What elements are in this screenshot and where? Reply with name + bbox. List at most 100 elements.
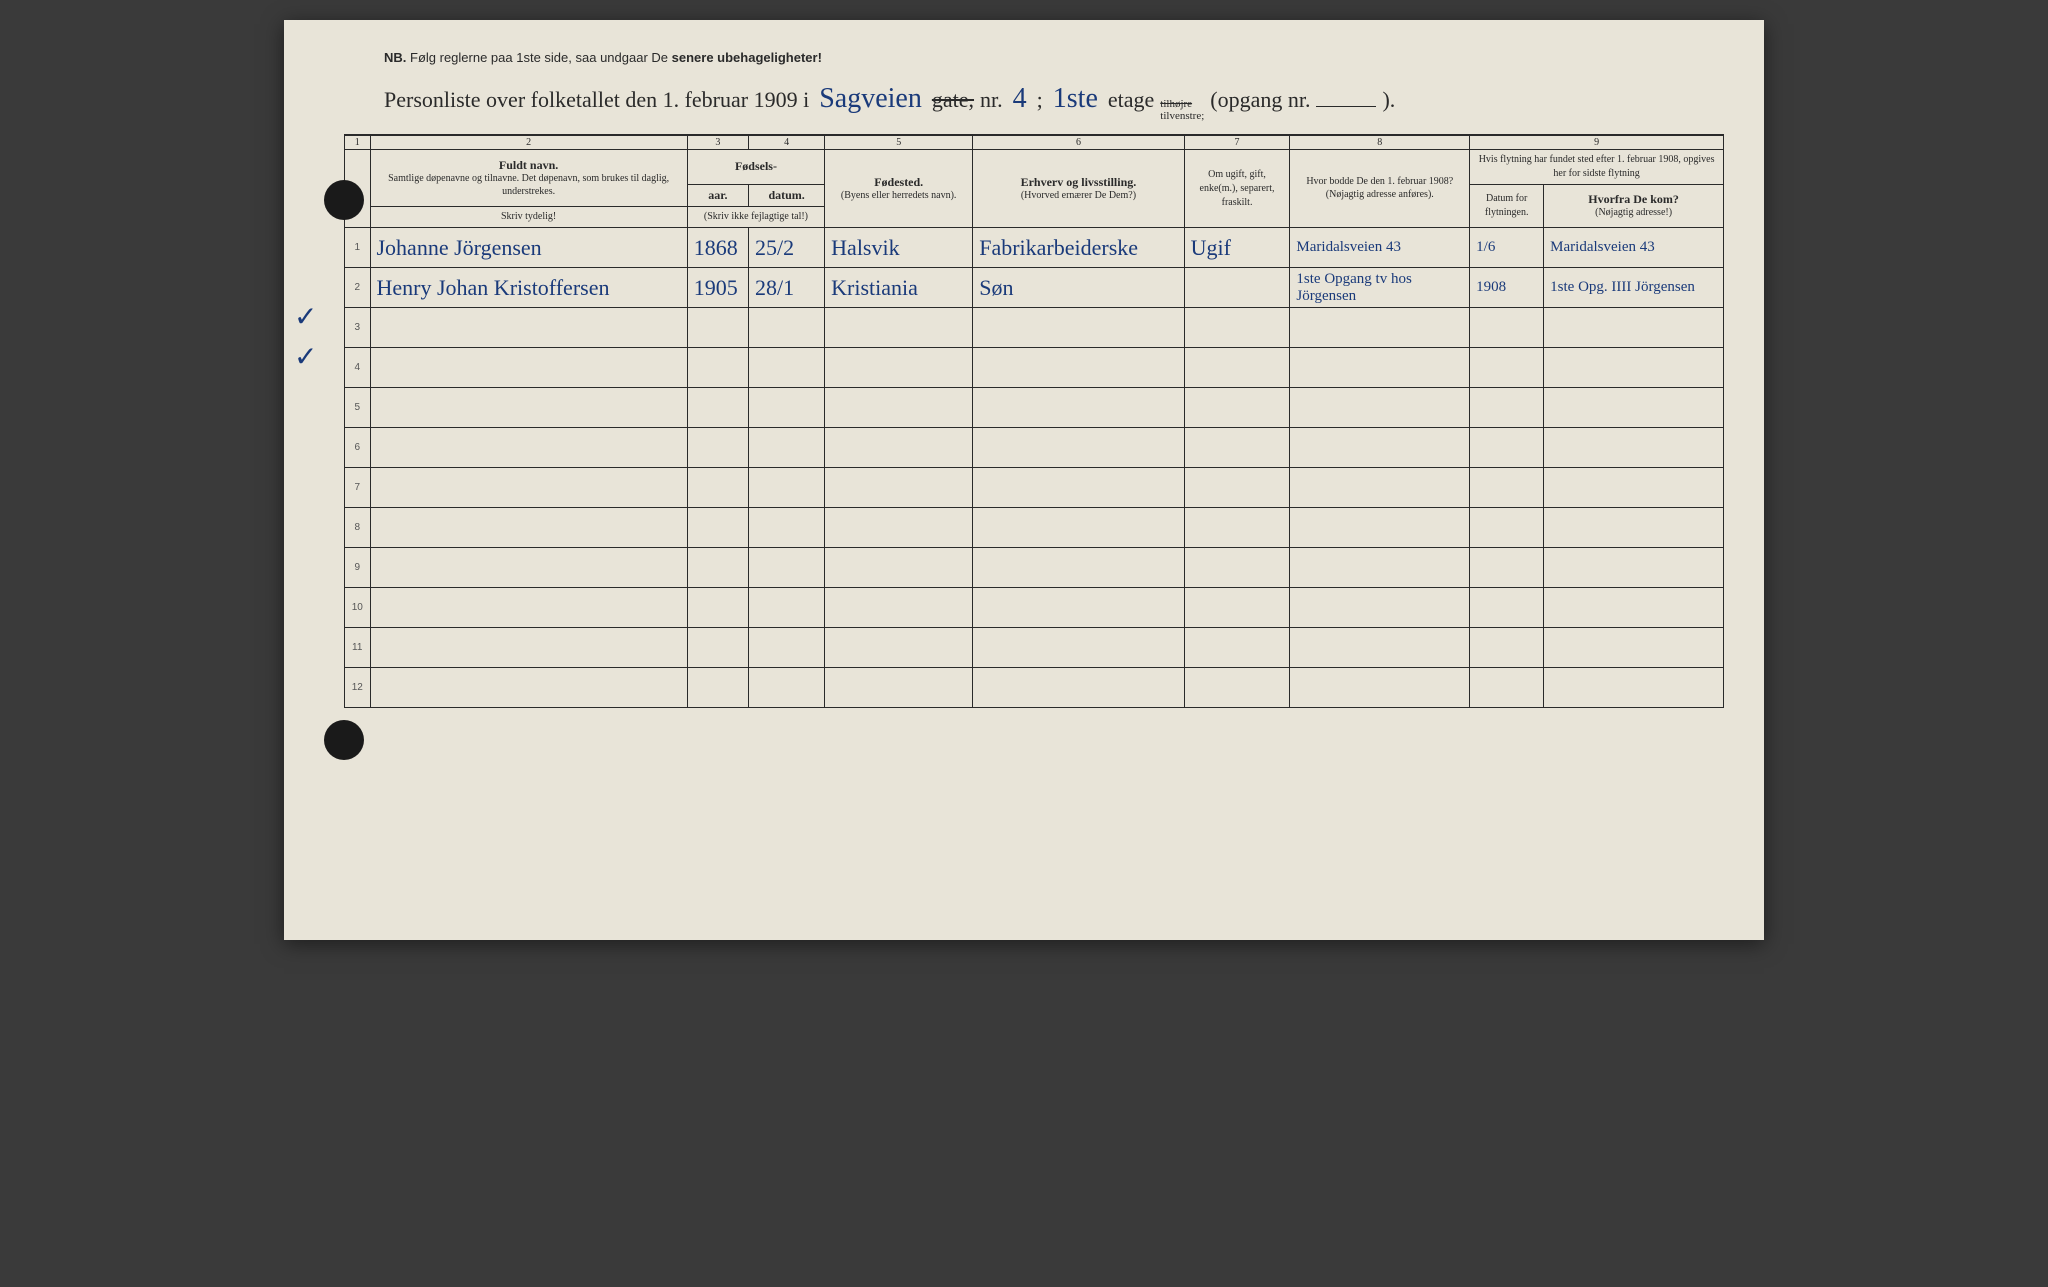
cell-empty [370,668,687,708]
cell-empty [973,668,1184,708]
cell-marital: Ugif [1184,228,1290,268]
cell-empty [1544,588,1724,628]
cell-empty [1184,588,1290,628]
cell-empty [687,388,748,428]
cell-empty [1290,348,1470,388]
row-number: 9 [345,548,371,588]
row-number: 2 [345,268,371,308]
gate-struck: gate, [932,87,974,113]
cell-movefrom: Maridalsveien 43 [1544,228,1724,268]
header-movedate-text: Datum for flytningen. [1485,193,1529,218]
cell-empty [825,468,973,508]
cell-empty [1290,508,1470,548]
cell-empty [973,628,1184,668]
cell-empty [973,348,1184,388]
row-number: 6 [345,428,371,468]
header-addr1908-sub: (Nøjagtig adresse anføres). [1294,189,1465,202]
header-addr1908: Hvor bodde De den 1. februar 1908? (Nøja… [1290,150,1470,228]
cell-birthplace: Kristiania [825,268,973,308]
cell-empty [749,348,825,388]
colnum-3: 3 [687,135,748,150]
cell-date: 25/2 [749,228,825,268]
cell-name: Johanne Jörgensen [370,228,687,268]
header-name-note-text: Skriv tydelig! [501,211,556,222]
table-row: 11 [345,628,1724,668]
margin-check-1: ✓ [294,300,317,334]
margin-check-2: ✓ [294,340,317,374]
row-number: 11 [345,628,371,668]
cell-empty [1544,468,1724,508]
punch-hole-icon [324,720,364,760]
cell-empty [1470,308,1544,348]
nb-notice: NB. Følg reglerne paa 1ste side, saa und… [384,50,1724,65]
header-year-text: aar. [708,188,727,202]
cell-empty [1290,628,1470,668]
cell-empty [1470,348,1544,388]
colnum-6: 6 [973,135,1184,150]
header-date: datum. [749,184,825,207]
punch-hole-icon [324,180,364,220]
cell-empty [825,428,973,468]
cell-year: 1868 [687,228,748,268]
cell-empty [1290,668,1470,708]
cell-empty [825,508,973,548]
table-row: 10 [345,588,1724,628]
cell-empty [825,388,973,428]
cell-empty [370,428,687,468]
cell-empty [1184,428,1290,468]
cell-occupation: Fabrikarbeiderske [973,228,1184,268]
header-addr1908-main: Hvor bodde De den 1. februar 1908? [1294,176,1465,189]
cell-empty [370,588,687,628]
title-line: Personliste over folketallet den 1. febr… [384,83,1724,122]
semicolon: ; [1037,87,1043,113]
cell-name: Henry Johan Kristoffersen [370,268,687,308]
header-name: Fuldt navn. Samtlige døpenavne og tilnav… [370,150,687,207]
cell-empty [749,308,825,348]
colnum-4: 4 [749,135,825,150]
cell-empty [1544,428,1724,468]
header-date-text: datum. [768,188,804,202]
etage-handwritten: 1ste [1049,83,1102,115]
cell-marital [1184,268,1290,308]
cell-empty [1290,588,1470,628]
header-movefrom: Hvorfra De kom? (Nøjagtig adresse!) [1544,184,1724,228]
row-number: 3 [345,308,371,348]
colnum-8: 8 [1290,135,1470,150]
cell-empty [1470,428,1544,468]
nr-handwritten: 4 [1009,83,1031,115]
row-number: 5 [345,388,371,428]
cell-empty [1470,508,1544,548]
opgang-blank [1316,106,1376,107]
cell-empty [825,348,973,388]
header-marital: Om ugift, gift, enke(m.), separert, fras… [1184,150,1290,228]
cell-empty [370,508,687,548]
cell-empty [1184,628,1290,668]
cell-empty [1470,388,1544,428]
cell-empty [1290,468,1470,508]
header-birthplace-main: Fødested. [829,175,968,190]
cell-empty [1470,588,1544,628]
cell-empty [973,308,1184,348]
opgang-close: ). [1382,87,1395,113]
nb-bold: senere ubehageligheter! [672,50,822,65]
table-row: 3 [345,308,1724,348]
census-table: 1 2 3 4 5 6 7 8 9 Fuldt navn. Samtlige d… [344,134,1724,708]
cell-empty [687,628,748,668]
cell-empty [973,388,1184,428]
cell-empty [1290,428,1470,468]
nr-label: nr. [980,87,1003,113]
cell-empty [1544,308,1724,348]
nb-text: Følg reglerne paa 1ste side, saa undgaar… [410,50,668,65]
cell-empty [1470,468,1544,508]
cell-empty [687,588,748,628]
colnum-1: 1 [345,135,371,150]
row-number: 4 [345,348,371,388]
header-name-sub: Samtlige døpenavne og tilnavne. Det døpe… [375,173,683,198]
cell-empty [1544,628,1724,668]
cell-movedate: 1908 [1470,268,1544,308]
cell-empty [370,628,687,668]
cell-empty [1184,668,1290,708]
cell-empty [370,548,687,588]
cell-empty [749,508,825,548]
header-name-note: Skriv tydelig! [370,207,687,228]
